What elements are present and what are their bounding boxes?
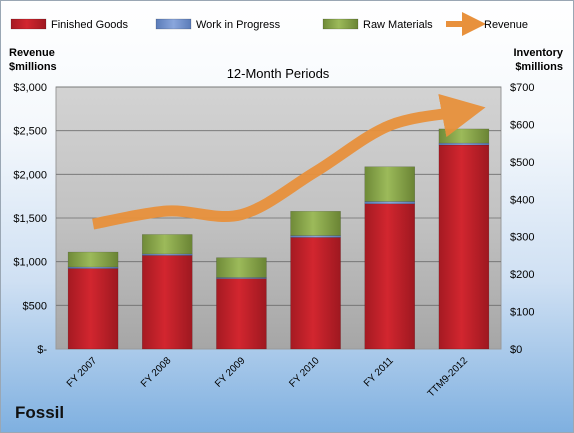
bar-finished-goods-fy-2007 (67, 268, 119, 350)
bar-raw-materials-fy-2007 (67, 251, 119, 268)
left-tick-label: $500 (23, 300, 47, 312)
bar-raw-materials-fy-2011 (364, 166, 415, 202)
right-tick-label: $300 (510, 232, 534, 244)
right-tick-label: $700 (510, 82, 534, 94)
legend-swatch-finished-goods (10, 18, 47, 30)
category-label: FY 2008 (139, 355, 174, 390)
right-tick-label: $600 (510, 119, 534, 131)
bar-raw-materials-fy-2008 (142, 234, 193, 255)
company-name: Fossil (15, 403, 65, 422)
legend-swatch-raw-materials (322, 18, 359, 30)
right-tick-label: $100 (510, 307, 534, 319)
category-label: FY 2011 (362, 355, 396, 389)
left-tick-label: $2,000 (13, 169, 47, 181)
left-axis-unit: $millions (9, 61, 57, 73)
bar-work-in-progress-fy-2011 (364, 201, 415, 205)
bar-raw-materials-fy-2010 (290, 211, 341, 236)
revenue-line (92, 93, 486, 230)
left-tick-label: $2,500 (13, 126, 47, 138)
legend-label-raw-materials: Raw Materials (363, 19, 433, 31)
category-label: TTM9-2012 (426, 355, 471, 400)
bar-finished-goods-fy-2011 (364, 203, 415, 350)
bar-work-in-progress-ttm9-2012 (438, 142, 490, 146)
left-axis-title: Revenue (9, 47, 55, 59)
right-tick-label: $200 (510, 269, 534, 281)
bar-raw-materials-ttm9-2012 (438, 128, 490, 144)
left-tick-label: $3,000 (13, 82, 47, 94)
bar-finished-goods-fy-2008 (142, 255, 193, 350)
bar-raw-materials-fy-2009 (216, 257, 267, 278)
right-axis-title: Inventory (513, 47, 563, 59)
left-tick-label: $1,500 (13, 213, 47, 225)
left-tick-label: $- (37, 344, 47, 356)
category-label: FY 2007 (65, 355, 100, 390)
legend-label-work-in-progress: Work in Progress (196, 19, 281, 31)
left-tick-label: $1,000 (13, 257, 47, 269)
legend-swatch-work-in-progress (155, 18, 192, 30)
right-tick-label: $400 (510, 194, 534, 206)
chart-title: 12-Month Periods (227, 66, 330, 81)
bar-finished-goods-fy-2009 (216, 278, 267, 350)
right-axis-unit: $millions (515, 61, 563, 73)
bar-work-in-progress-fy-2010 (290, 235, 341, 238)
legend-label-revenue: Revenue (484, 19, 528, 31)
bar-finished-goods-fy-2010 (290, 237, 341, 350)
category-label: FY 2010 (287, 355, 322, 390)
category-label: FY 2009 (213, 355, 248, 390)
legend-label-finished-goods: Finished Goods (51, 19, 129, 31)
right-tick-label: $500 (510, 157, 534, 169)
bar-finished-goods-ttm9-2012 (438, 144, 490, 350)
right-tick-label: $0 (510, 344, 522, 356)
